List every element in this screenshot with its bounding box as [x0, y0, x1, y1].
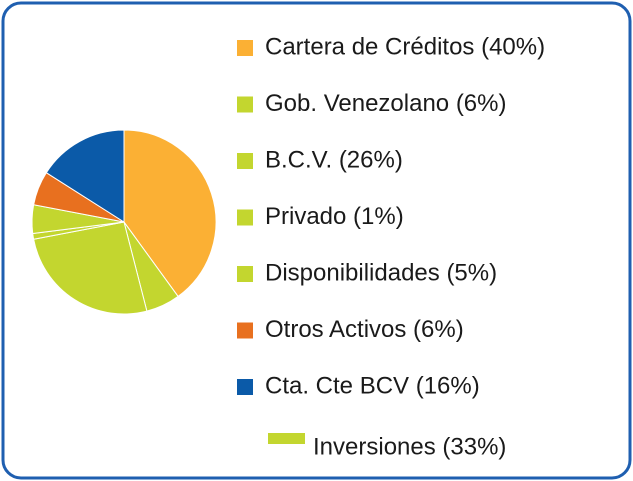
legend-swatch	[237, 379, 253, 395]
legend-swatch	[237, 209, 253, 226]
legend-label: Privado (1%)	[265, 203, 404, 230]
legend-label: Gob. Venezolano (6%)	[265, 90, 507, 117]
legend-swatch	[237, 266, 253, 282]
legend-swatch	[237, 153, 253, 169]
pie-slice	[33, 221, 148, 315]
legend-label: Disponibilidades (5%)	[265, 259, 497, 286]
legend-swatch	[237, 40, 253, 56]
legend-group-swatch	[268, 433, 305, 444]
pie-slice	[123, 129, 217, 298]
legend-label: Otros Activos (6%)	[265, 316, 464, 343]
legend-label: Cta. Cte BCV (16%)	[265, 372, 480, 399]
legend-label: B.C.V. (26%)	[265, 146, 403, 173]
pie-slice	[45, 129, 125, 223]
legend-swatch	[237, 96, 253, 113]
legend-label: Cartera de Créditos (40%)	[265, 33, 545, 60]
legend-group-label: Inversiones (33%)	[313, 433, 506, 460]
legend-swatch	[237, 322, 253, 339]
